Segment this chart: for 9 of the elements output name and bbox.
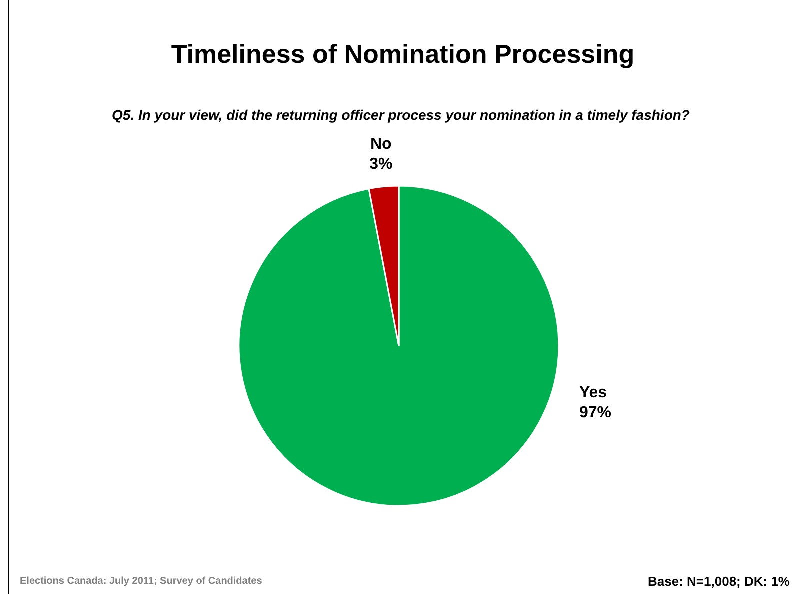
pie-slice — [238, 185, 560, 507]
slice-label: Yes — [579, 384, 608, 402]
data-label: 97% — [579, 404, 612, 422]
text: Elections Canada: July 2011; Survey of Candidates — [20, 576, 263, 587]
text: Base: N=1,008; DK: 1% — [648, 574, 790, 589]
slice-label: No — [370, 136, 392, 153]
chart-title: Timeliness of Nomination Processing — [171, 39, 635, 69]
chart-subtitle: Q5. In your view, did the returning officer process your nomination in a timely fashion? — [112, 107, 690, 123]
data-label: 3% — [370, 156, 393, 173]
